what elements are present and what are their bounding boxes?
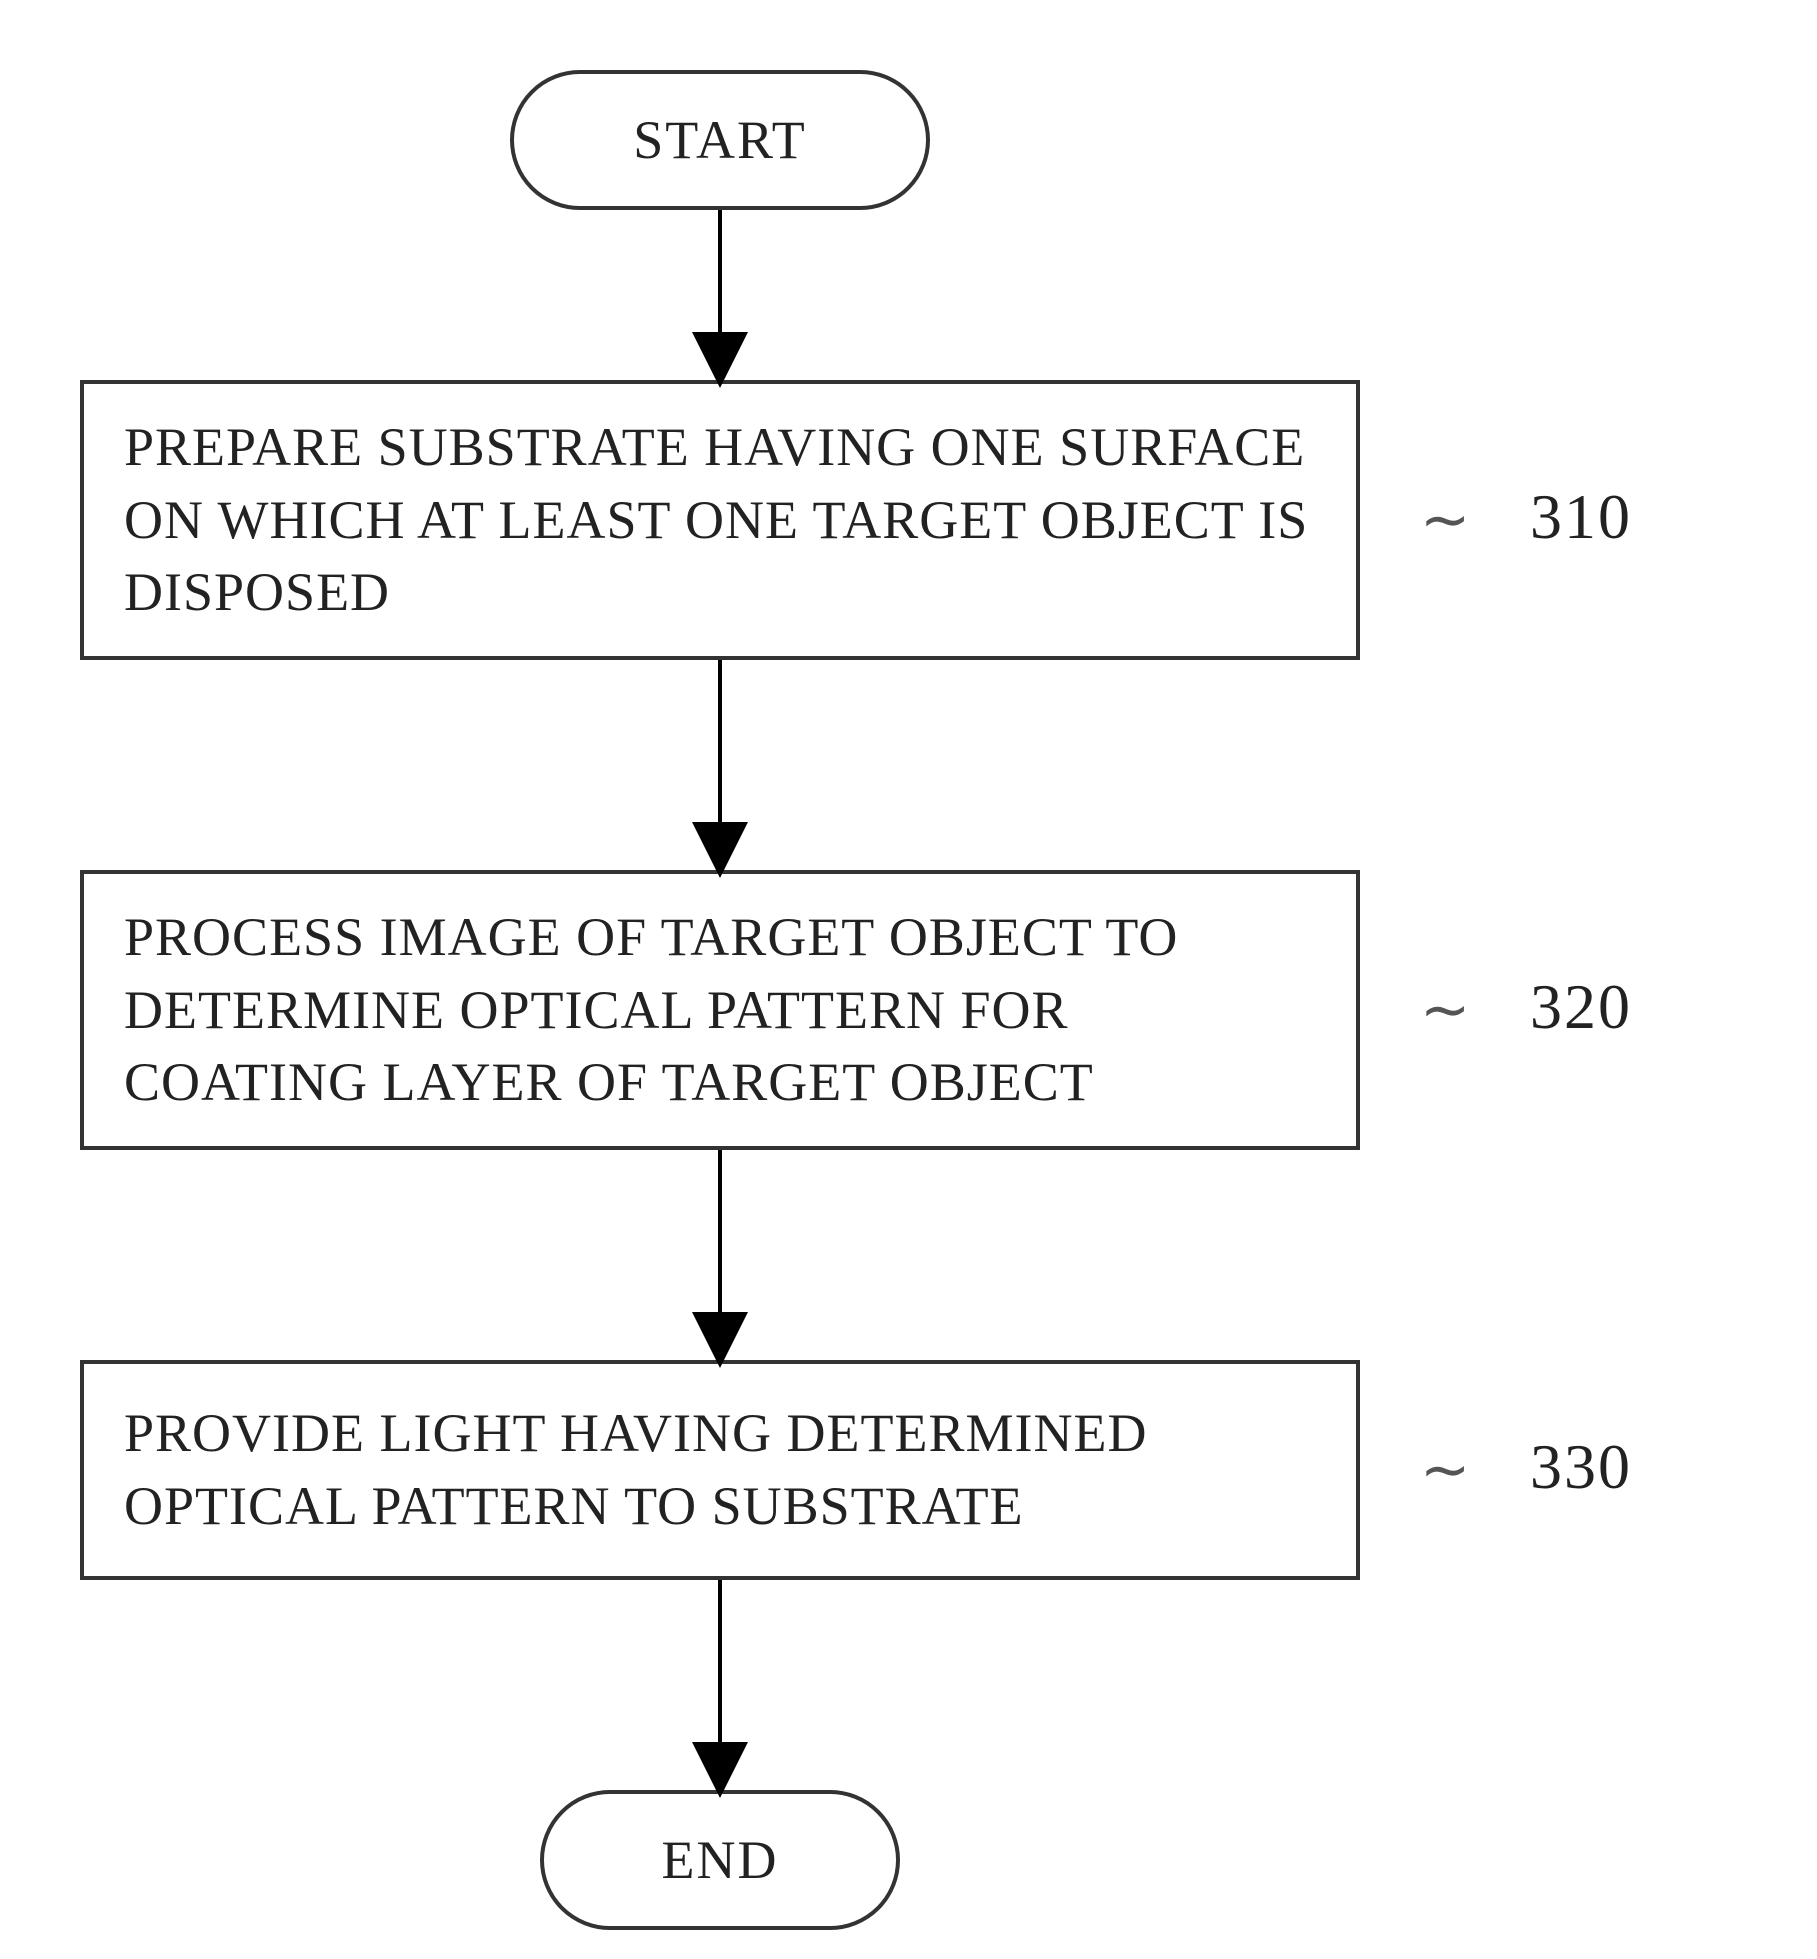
ref-tilde-2: ∼ — [1420, 975, 1470, 1045]
process-step-3: PROVIDE LIGHT HAVING DETERMINED OPTICAL … — [80, 1360, 1360, 1580]
ref-label-310: 310 — [1530, 480, 1632, 554]
end-terminal: END — [540, 1790, 900, 1930]
process-step-2-text: PROCESS IMAGE OF TARGET OBJECT TO DETERM… — [124, 901, 1316, 1120]
end-label: END — [662, 1829, 779, 1891]
start-terminal: START — [510, 70, 930, 210]
ref-label-320: 320 — [1530, 970, 1632, 1044]
ref-label-330: 330 — [1530, 1430, 1632, 1504]
start-label: START — [633, 109, 806, 171]
process-step-3-text: PROVIDE LIGHT HAVING DETERMINED OPTICAL … — [124, 1397, 1316, 1543]
process-step-1-text: PREPARE SUBSTRATE HAVING ONE SURFACE ON … — [124, 411, 1316, 630]
ref-tilde-3: ∼ — [1420, 1435, 1470, 1505]
flowchart-canvas: START PREPARE SUBSTRATE HAVING ONE SURFA… — [0, 0, 1817, 1959]
ref-tilde-1: ∼ — [1420, 485, 1470, 555]
process-step-2: PROCESS IMAGE OF TARGET OBJECT TO DETERM… — [80, 870, 1360, 1150]
process-step-1: PREPARE SUBSTRATE HAVING ONE SURFACE ON … — [80, 380, 1360, 660]
